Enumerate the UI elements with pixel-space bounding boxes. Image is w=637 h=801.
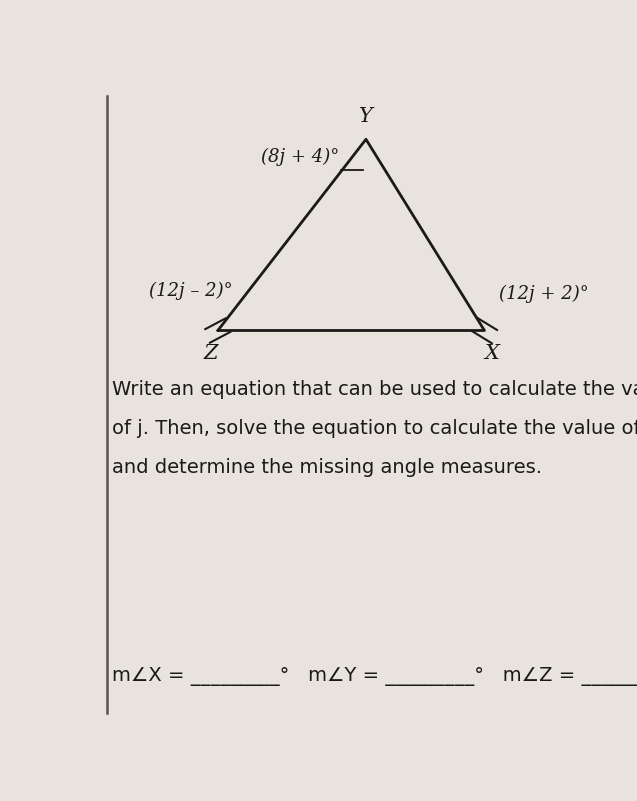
- Text: X: X: [484, 344, 499, 363]
- Text: (12j – 2)°: (12j – 2)°: [149, 281, 233, 300]
- Text: of j. Then, solve the equation to calculate the value of j: of j. Then, solve the equation to calcul…: [111, 419, 637, 437]
- Text: and determine the missing angle measures.: and determine the missing angle measures…: [111, 457, 541, 477]
- Text: (12j + 2)°: (12j + 2)°: [499, 284, 589, 303]
- Text: m∠X = _________°   m∠Y = _________°   m∠Z = _________: m∠X = _________° m∠Y = _________° m∠Z = …: [111, 666, 637, 686]
- Text: Y: Y: [359, 107, 373, 126]
- Text: Write an equation that can be used to calculate the value: Write an equation that can be used to ca…: [111, 380, 637, 399]
- Text: (8j + 4)°: (8j + 4)°: [261, 147, 339, 166]
- Text: Z: Z: [203, 344, 218, 363]
